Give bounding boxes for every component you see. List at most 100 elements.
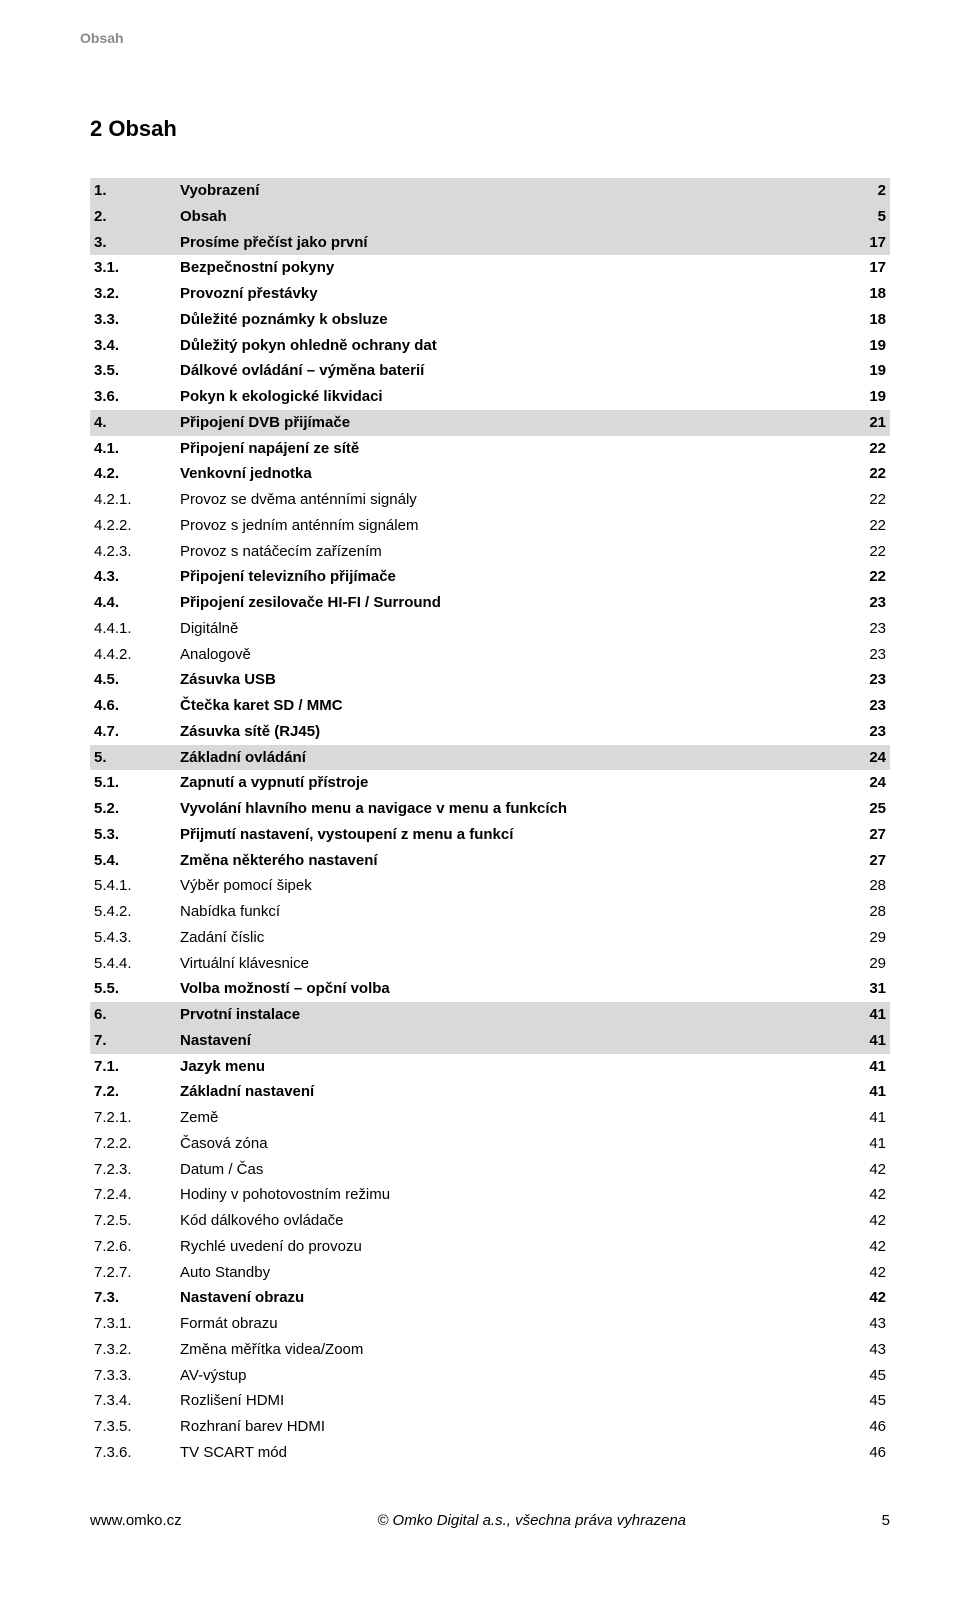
toc-page: 31 [850,976,890,1002]
toc-page: 42 [850,1157,890,1183]
toc-label: Volba možností – opční volba [176,976,850,1002]
toc-row: 3.4.Důležitý pokyn ohledně ochrany dat19 [90,333,890,359]
toc-row: 7.2.2.Časová zóna41 [90,1131,890,1157]
toc-page: 41 [850,1028,890,1054]
toc-table: 1.Vyobrazení22.Obsah53.Prosíme přečíst j… [90,178,890,1466]
toc-label: Základní nastavení [176,1079,850,1105]
toc-label: Časová zóna [176,1131,850,1157]
toc-page: 17 [850,255,890,281]
toc-num: 4.1. [90,436,176,462]
toc-label: Analogově [176,642,850,668]
toc-num: 4.2. [90,461,176,487]
toc-row: 7.2.7.Auto Standby42 [90,1260,890,1286]
footer: www.omko.cz © Omko Digital a.s., všechna… [90,1512,890,1529]
toc-num: 5.4.2. [90,899,176,925]
toc-num: 5. [90,745,176,771]
toc-row: 2.Obsah5 [90,204,890,230]
toc-label: Zapnutí a vypnutí přístroje [176,770,850,796]
toc-label: Důležité poznámky k obsluze [176,307,850,333]
toc-page: 27 [850,822,890,848]
toc-num: 4. [90,410,176,436]
toc-page: 22 [850,487,890,513]
toc-num: 4.2.1. [90,487,176,513]
toc-row: 7.3.6.TV SCART mód46 [90,1440,890,1466]
toc-label: Datum / Čas [176,1157,850,1183]
toc-label: Změna měřítka videa/Zoom [176,1337,850,1363]
toc-num: 7.3.1. [90,1311,176,1337]
toc-label: Digitálně [176,616,850,642]
toc-page: 24 [850,770,890,796]
toc-num: 4.4.2. [90,642,176,668]
toc-row: 4.7.Zásuvka sítě (RJ45)23 [90,719,890,745]
toc-label: Zásuvka sítě (RJ45) [176,719,850,745]
toc-row: 3.Prosíme přečíst jako první17 [90,230,890,256]
toc-num: 3.4. [90,333,176,359]
toc-row: 5.4.2.Nabídka funkcí28 [90,899,890,925]
toc-page: 19 [850,333,890,359]
toc-page: 43 [850,1337,890,1363]
toc-page: 46 [850,1440,890,1466]
toc-label: Změna některého nastavení [176,848,850,874]
toc-num: 7.1. [90,1054,176,1080]
header-label: Obsah [80,30,890,46]
toc-label: Výběr pomocí šipek [176,873,850,899]
toc-num: 4.4.1. [90,616,176,642]
toc-num: 7.2.1. [90,1105,176,1131]
toc-page: 41 [850,1079,890,1105]
toc-row: 3.1.Bezpečnostní pokyny17 [90,255,890,281]
toc-row: 4.4.2.Analogově23 [90,642,890,668]
toc-num: 5.1. [90,770,176,796]
toc-label: Nabídka funkcí [176,899,850,925]
toc-row: 5.Základní ovládání24 [90,745,890,771]
page-title: 2 Obsah [90,116,890,142]
toc-page: 28 [850,899,890,925]
toc-num: 5.4. [90,848,176,874]
toc-row: 7.2.1.Země41 [90,1105,890,1131]
toc-page: 43 [850,1311,890,1337]
toc-row: 7.1.Jazyk menu41 [90,1054,890,1080]
toc-num: 3.3. [90,307,176,333]
toc-num: 5.3. [90,822,176,848]
toc-page: 45 [850,1388,890,1414]
toc-page: 18 [850,281,890,307]
toc-label: AV-výstup [176,1363,850,1389]
toc-page: 23 [850,719,890,745]
toc-num: 7.3.6. [90,1440,176,1466]
toc-label: Zásuvka USB [176,667,850,693]
toc-row: 3.3.Důležité poznámky k obsluze18 [90,307,890,333]
toc-page: 23 [850,590,890,616]
toc-label: Virtuální klávesnice [176,951,850,977]
toc-num: 2. [90,204,176,230]
toc-row: 4.2.1.Provoz se dvěma anténními signály2… [90,487,890,513]
toc-page: 19 [850,358,890,384]
toc-row: 5.1.Zapnutí a vypnutí přístroje24 [90,770,890,796]
toc-row: 7.3.3.AV-výstup45 [90,1363,890,1389]
toc-label: Auto Standby [176,1260,850,1286]
toc-page: 22 [850,461,890,487]
toc-row: 6.Prvotní instalace41 [90,1002,890,1028]
toc-page: 2 [850,178,890,204]
toc-label: Rozlišení HDMI [176,1388,850,1414]
toc-row: 7.Nastavení41 [90,1028,890,1054]
toc-page: 42 [850,1260,890,1286]
toc-row: 4.1.Připojení napájení ze sítě22 [90,436,890,462]
toc-row: 5.3.Přijmutí nastavení, vystoupení z men… [90,822,890,848]
toc-page: 29 [850,951,890,977]
toc-label: Rozhraní barev HDMI [176,1414,850,1440]
toc-num: 1. [90,178,176,204]
toc-page: 41 [850,1054,890,1080]
toc-num: 7.3.5. [90,1414,176,1440]
toc-row: 7.3.4.Rozlišení HDMI45 [90,1388,890,1414]
toc-label: Čtečka karet SD / MMC [176,693,850,719]
toc-row: 4.4.1.Digitálně23 [90,616,890,642]
footer-center: © Omko Digital a.s., všechna práva vyhra… [377,1512,686,1529]
toc-num: 7.3.2. [90,1337,176,1363]
toc-page: 5 [850,204,890,230]
toc-label: Obsah [176,204,850,230]
toc-num: 4.7. [90,719,176,745]
toc-num: 4.3. [90,564,176,590]
toc-label: Venkovní jednotka [176,461,850,487]
toc-num: 4.5. [90,667,176,693]
toc-page: 22 [850,564,890,590]
toc-row: 7.3.2.Změna měřítka videa/Zoom43 [90,1337,890,1363]
